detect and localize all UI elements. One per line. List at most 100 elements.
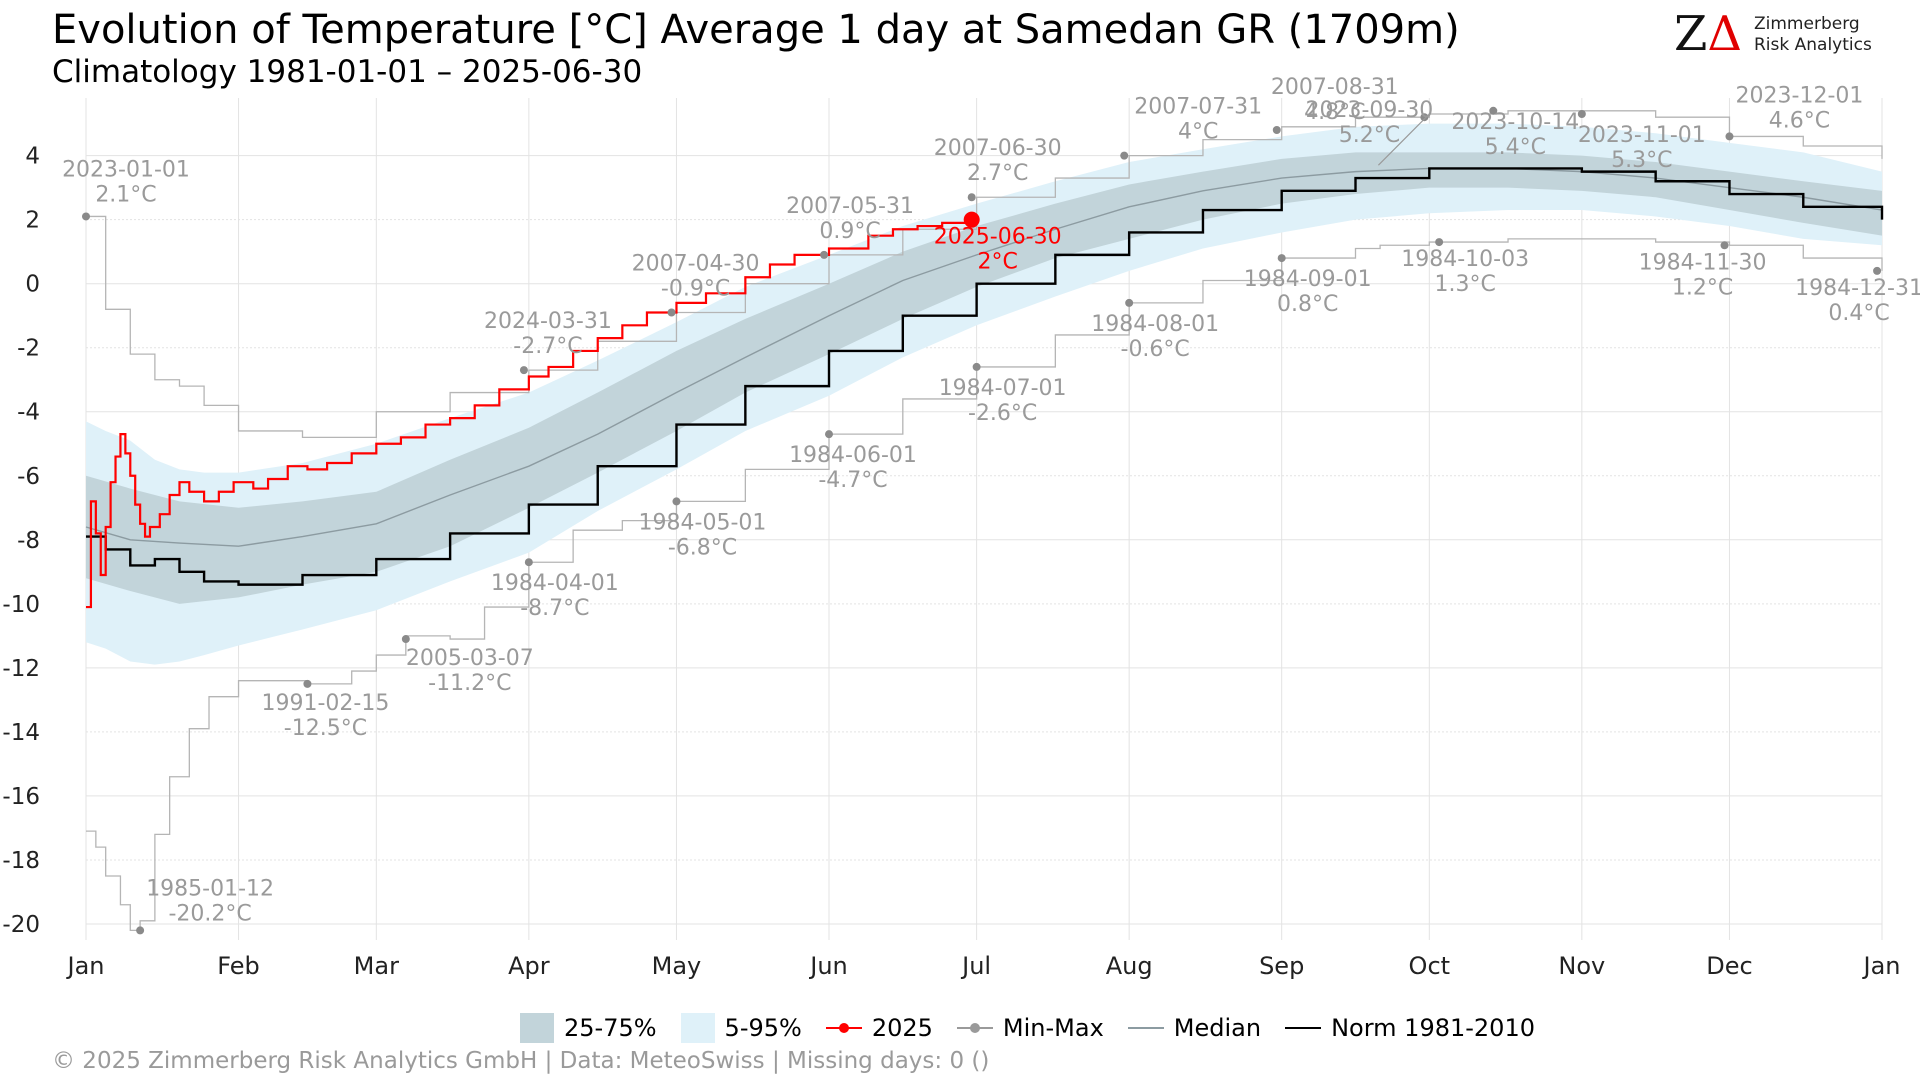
record-point	[967, 193, 976, 202]
y-tick-label: -4	[17, 400, 40, 426]
x-tick-label: Sep	[1259, 952, 1304, 980]
y-tick-label: -2	[17, 336, 40, 362]
record-point	[524, 558, 533, 567]
legend-swatch-iqr	[520, 1013, 554, 1043]
record-point	[1489, 106, 1498, 115]
legend-item-minmax: Min-Max	[956, 1013, 1104, 1043]
annotation-value: 0.9°C	[819, 219, 880, 244]
legend-key-current	[825, 1013, 862, 1043]
legend-item-current: 2025	[825, 1013, 933, 1043]
legend-label-current: 2025	[871, 1014, 933, 1042]
y-tick-label: -12	[2, 656, 40, 682]
annotation-value: 4.8°C	[1304, 100, 1365, 125]
logo-name-line1: Zimmerberg	[1754, 14, 1860, 34]
legend-label-iqr: 25-75%	[564, 1014, 657, 1042]
annotation-date: 2007-06-30	[934, 136, 1062, 161]
legend-key-minmax	[956, 1013, 993, 1043]
current-point	[963, 211, 980, 228]
legend-item-norm: Norm 1981-2010	[1285, 1013, 1535, 1043]
annotation-date: 1984-11-30	[1639, 250, 1767, 275]
y-tick-label: 4	[25, 144, 40, 170]
annotation-date: 1985-01-12	[146, 876, 274, 901]
y-tick-label: -6	[17, 464, 40, 490]
x-tick-label: Apr	[508, 952, 550, 980]
logo-mark-delta: Δ	[1707, 6, 1743, 62]
chart-title: Evolution of Temperature [°C] Average 1 …	[52, 7, 1460, 53]
line-median	[85, 167, 1883, 547]
band-25-75	[86, 152, 1882, 604]
legend-item-iqr: 25-75%	[520, 1013, 657, 1043]
logo-mark-z: Z	[1674, 6, 1708, 62]
annotation-date: 1991-02-15	[261, 691, 389, 716]
annotation-value: -6.8°C	[668, 535, 737, 560]
x-tick-label: Dec	[1706, 952, 1752, 980]
x-tick-label: May	[652, 952, 702, 980]
annotation-value: 2.7°C	[967, 161, 1028, 186]
record-point	[1277, 254, 1286, 263]
record-point	[1435, 238, 1444, 247]
record-point	[82, 212, 90, 221]
annotation-date: 2005-03-07	[406, 646, 534, 671]
annotation-date: 2023-12-01	[1736, 83, 1864, 108]
legend-label-norm: Norm 1981-2010	[1331, 1014, 1535, 1042]
annotation-value: 0.4°C	[1828, 301, 1889, 326]
annotation-value: 2.1°C	[95, 182, 156, 207]
annotation-value: -8.7°C	[520, 596, 589, 621]
record-point	[1120, 151, 1129, 160]
annotation-value: 1.2°C	[1672, 275, 1733, 300]
record-point	[1873, 266, 1882, 275]
annotation-date: 2007-07-31	[1134, 95, 1262, 120]
line-max	[86, 110, 1883, 439]
annotation-value: -2.7°C	[513, 334, 582, 359]
y-tick-label: -14	[2, 720, 40, 746]
line-norm	[86, 167, 1884, 586]
record-point	[1720, 241, 1729, 250]
record-point	[667, 308, 676, 317]
x-tick-label: Jan	[1862, 952, 1901, 980]
annotation-date: 2023-09-30	[1305, 98, 1433, 123]
line-2025	[86, 219, 973, 609]
annotation-date: 2007-08-31	[1271, 75, 1399, 100]
annotation-date: 1984-06-01	[789, 443, 917, 468]
y-tick-label: 2	[25, 208, 40, 234]
company-logo: ZΔ Zimmerberg Risk Analytics	[1674, 6, 1894, 62]
line-min	[86, 238, 1883, 932]
annotation-date: 1984-09-01	[1244, 267, 1372, 292]
annotation-value: 5.3°C	[1611, 148, 1672, 173]
annotation-value: 1.3°C	[1434, 272, 1495, 297]
record-point	[1125, 298, 1134, 307]
annotation-value: -0.9°C	[661, 277, 730, 302]
annotation-value: 2°C	[978, 250, 1018, 275]
chart-legend: 25-75% 5-95% 2025 Min-Max Median Norm 19…	[520, 1010, 1559, 1046]
x-tick-label: Jul	[960, 952, 991, 980]
legend-item-median: Median	[1127, 1013, 1261, 1043]
record-point	[1725, 132, 1734, 141]
temperature-chart: 4 2 0 -2 -4 -6 -8 -10 -12 -14 -16 -18 -20 Jan Feb Mar Ap…	[2, 75, 1920, 980]
logo-name: Zimmerberg Risk Analytics	[1754, 14, 1872, 56]
annotation-date: 2024-03-31	[484, 309, 612, 334]
annotation-value: -12.5°C	[284, 716, 367, 741]
x-tick-label: Mar	[354, 952, 399, 980]
x-tick-label: Jan	[66, 952, 105, 980]
annotation-value: 4.6°C	[1769, 108, 1830, 133]
annotation-date: 2007-05-31	[786, 194, 914, 219]
legend-label-90: 5-95%	[724, 1014, 802, 1042]
annotation-value: -4.7°C	[818, 468, 887, 493]
y-tick-label: -16	[2, 784, 40, 810]
record-point	[1577, 110, 1586, 119]
y-tick-label: 0	[25, 272, 40, 298]
annotation-value: -0.6°C	[1121, 337, 1190, 362]
x-tick-label: Feb	[217, 952, 260, 980]
legend-swatch-90	[680, 1013, 715, 1043]
y-tick-label: -20	[2, 912, 40, 938]
y-tick-label: -8	[17, 528, 40, 554]
annotation-value: 5.2°C	[1339, 123, 1400, 148]
legend-key-median	[1127, 1013, 1164, 1043]
logo-name-line2: Risk Analytics	[1754, 35, 1872, 55]
y-tick-label: -10	[2, 592, 40, 618]
annotation-date: 2023-10-14	[1451, 110, 1579, 135]
annotation-value: 4°C	[1178, 120, 1218, 145]
y-tick-label: -18	[2, 848, 40, 874]
annotation-value: -11.2°C	[428, 671, 511, 696]
legend-key-norm	[1285, 1013, 1322, 1043]
